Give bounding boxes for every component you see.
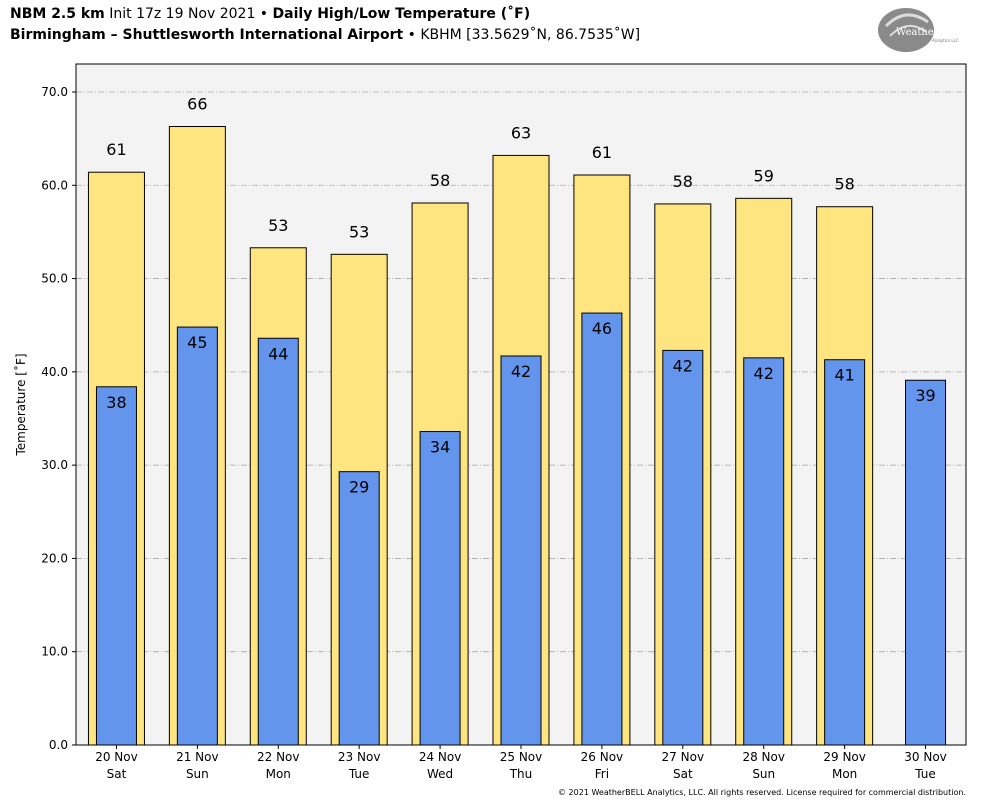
high-temp-label: 63 xyxy=(511,123,531,142)
copyright-text: © 2021 WeatherBELL Analytics, LLC. All r… xyxy=(558,788,966,797)
low-temp-bar xyxy=(500,355,542,746)
x-tick-weekday: Fri xyxy=(595,767,609,781)
x-tick-weekday: Thu xyxy=(509,767,533,781)
x-tick-date: 20 Nov xyxy=(95,750,138,764)
high-temp-label: 61 xyxy=(592,143,612,162)
x-tick-date: 30 Nov xyxy=(904,750,947,764)
x-tick-date: 23 Nov xyxy=(338,750,381,764)
init-time: Init 17z 19 Nov 2021 xyxy=(109,6,256,22)
logo-subtext: Analytics LLC xyxy=(932,38,959,43)
low-temp-label: 41 xyxy=(834,366,854,385)
x-tick-date: 29 Nov xyxy=(823,750,866,764)
low-temp-label: 38 xyxy=(106,393,126,412)
low-temp-label: 44 xyxy=(268,344,288,363)
weatherbell-logo: WeatherBELL Analytics LLC xyxy=(876,4,972,58)
x-tick-weekday: Sat xyxy=(673,767,693,781)
high-temp-label: 58 xyxy=(834,175,854,194)
y-axis-label: Temperature [˚F] xyxy=(13,353,28,456)
low-temp-bar xyxy=(824,359,866,746)
high-temp-label: 53 xyxy=(349,222,369,241)
x-tick-weekday: Sat xyxy=(107,767,127,781)
x-tick-weekday: Sun xyxy=(752,767,775,781)
low-temp-label: 42 xyxy=(754,364,774,383)
x-tick-weekday: Tue xyxy=(348,767,370,781)
x-tick-weekday: Mon xyxy=(266,767,291,781)
model-name: NBM 2.5 km xyxy=(10,6,105,22)
low-temp-label: 34 xyxy=(430,438,450,457)
y-tick-label: 50.0 xyxy=(41,272,68,286)
title-separator: • xyxy=(255,6,273,22)
low-temp-label: 45 xyxy=(187,333,207,352)
plot-frame xyxy=(75,63,967,746)
logo-text: WeatherBELL xyxy=(896,27,967,38)
x-tick-date: 25 Nov xyxy=(500,750,543,764)
station-code: KBHM [33.5629˚N, 86.7535˚W] xyxy=(420,27,641,43)
y-tick-label: 0.0 xyxy=(49,738,68,752)
y-tick-label: 60.0 xyxy=(41,178,68,192)
high-temp-label: 53 xyxy=(268,216,288,235)
low-temp-label: 42 xyxy=(673,356,693,375)
low-temp-bar xyxy=(743,357,785,746)
low-temp-bar xyxy=(581,312,623,746)
y-tick-label: 40.0 xyxy=(41,365,68,379)
low-temp-bar xyxy=(176,326,218,746)
x-tick-weekday: Sun xyxy=(186,767,209,781)
title-separator-2: • xyxy=(403,27,421,43)
high-temp-label: 66 xyxy=(187,95,207,114)
high-temp-label: 59 xyxy=(754,166,774,185)
low-temp-bar xyxy=(662,349,704,746)
low-temp-bar xyxy=(257,337,299,746)
low-temp-bar xyxy=(95,386,137,746)
x-tick-date: 22 Nov xyxy=(257,750,300,764)
x-tick-weekday: Tue xyxy=(914,767,936,781)
x-tick-date: 26 Nov xyxy=(581,750,624,764)
low-temp-bar xyxy=(338,471,380,746)
low-temp-bar xyxy=(419,431,461,746)
y-tick-label: 10.0 xyxy=(41,645,68,659)
chart-title-line-1: NBM 2.5 km Init 17z 19 Nov 2021 • Daily … xyxy=(10,6,530,22)
station-name: Birmingham – Shuttlesworth International… xyxy=(10,27,404,43)
high-temp-label: 58 xyxy=(673,172,693,191)
high-temp-label: 61 xyxy=(106,140,126,159)
product-name: Daily High/Low Temperature (˚F) xyxy=(272,6,531,22)
x-tick-date: 21 Nov xyxy=(176,750,219,764)
y-tick-label: 30.0 xyxy=(41,458,68,472)
y-tick-label: 20.0 xyxy=(41,551,68,565)
x-tick-weekday: Mon xyxy=(832,767,857,781)
low-temp-bar xyxy=(905,379,947,746)
low-temp-label: 42 xyxy=(511,362,531,381)
low-temp-label: 46 xyxy=(592,319,612,338)
x-tick-weekday: Wed xyxy=(427,767,453,781)
x-tick-date: 24 Nov xyxy=(419,750,462,764)
x-tick-date: 28 Nov xyxy=(742,750,785,764)
x-tick-date: 27 Nov xyxy=(662,750,705,764)
y-tick-label: 70.0 xyxy=(41,85,68,99)
chart-title-line-2: Birmingham – Shuttlesworth International… xyxy=(10,27,640,43)
low-temp-label: 39 xyxy=(915,386,935,405)
low-temp-label: 29 xyxy=(349,478,369,497)
high-temp-label: 58 xyxy=(430,171,450,190)
